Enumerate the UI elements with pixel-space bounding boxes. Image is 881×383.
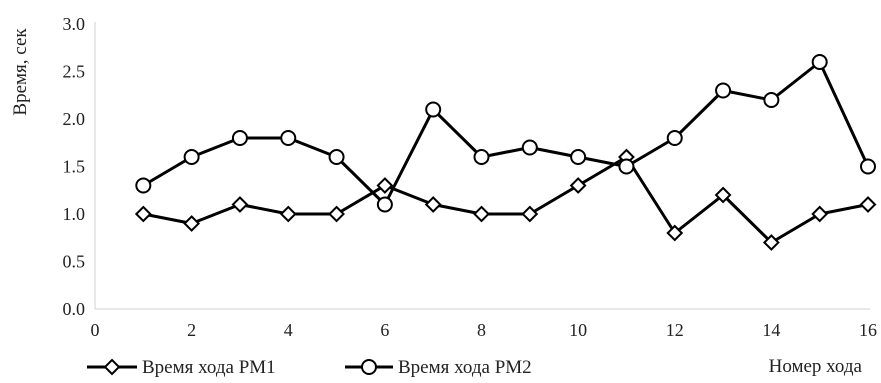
legend-diamond-marker — [103, 358, 121, 376]
series-2-point — [280, 130, 297, 146]
legend-label-series-2: Время хода РМ2 — [398, 357, 532, 378]
legend-item-series-1: Время хода РМ1 — [87, 357, 276, 378]
y-tick-label: 0.0 — [63, 299, 86, 319]
series-1-point — [473, 205, 490, 223]
series-1-point — [569, 177, 587, 194]
series-2-point — [183, 149, 200, 165]
legend-item-series-2: Время хода РМ2 — [345, 357, 532, 378]
series-1-point — [762, 234, 780, 251]
series-2-point — [860, 158, 876, 175]
series-1-point — [811, 205, 829, 223]
x-tick-label: 14 — [762, 320, 780, 340]
y-tick-label: 2.5 — [63, 62, 86, 82]
series-2-point — [618, 158, 635, 175]
axes — [94, 22, 870, 310]
series-layer — [134, 54, 877, 251]
series-1-point — [714, 186, 732, 204]
x-axis-title: Номер хода — [769, 356, 863, 377]
series-2-point — [473, 149, 490, 165]
x-tick-label: 6 — [380, 320, 389, 340]
legend-label-series-1: Время хода РМ1 — [142, 357, 276, 378]
series-1-point — [424, 196, 442, 213]
series-2-point — [666, 130, 683, 146]
series-2-line — [142, 60, 870, 206]
series-1 — [134, 148, 877, 251]
series-1-point — [376, 177, 394, 194]
x-tick-label: 10 — [569, 320, 587, 340]
series-1-point — [134, 205, 152, 223]
x-tick-label: 4 — [284, 320, 293, 340]
series-2 — [135, 54, 876, 213]
series-2-point — [521, 139, 538, 156]
legend-circle-marker — [361, 359, 377, 375]
tick-labels: 0.0 0.5 1.0 1.5 2.0 2.5 3.0 0 2 4 6 8 10 12 14 16 — [63, 14, 878, 340]
series-1-point — [279, 205, 297, 223]
y-axis-title: Время, сек — [10, 28, 31, 116]
series-2-point — [715, 82, 732, 99]
y-tick-label: 1.5 — [63, 157, 86, 177]
y-tick-label: 3.0 — [63, 14, 86, 34]
legend: Время хода РМ1 Время хода РМ2 — [87, 357, 532, 378]
series-1-point — [666, 224, 684, 242]
x-tick-label: 12 — [666, 320, 684, 340]
series-1-point — [521, 205, 539, 223]
series-2-point — [811, 54, 828, 70]
y-tick-label: 2.0 — [63, 109, 86, 129]
series-1-point — [328, 205, 345, 223]
series-2-point — [328, 149, 345, 165]
x-tick-label: 16 — [859, 320, 877, 340]
x-tick-label: 2 — [187, 320, 196, 340]
series-1-line — [143, 155, 869, 244]
series-2-point — [425, 101, 442, 118]
x-tick-label: 8 — [477, 320, 486, 340]
series-2-point — [135, 177, 152, 194]
series-1-point — [231, 196, 249, 213]
series-2-point — [376, 196, 393, 213]
series-1-point — [183, 215, 201, 232]
x-tick-label: 0 — [91, 320, 100, 340]
y-tick-label: 1.0 — [63, 204, 86, 224]
series-2-point — [763, 92, 780, 108]
series-2-point — [231, 130, 248, 146]
y-tick-label: 0.5 — [63, 252, 86, 272]
series-2-point — [570, 149, 587, 165]
series-1-point — [859, 196, 877, 213]
